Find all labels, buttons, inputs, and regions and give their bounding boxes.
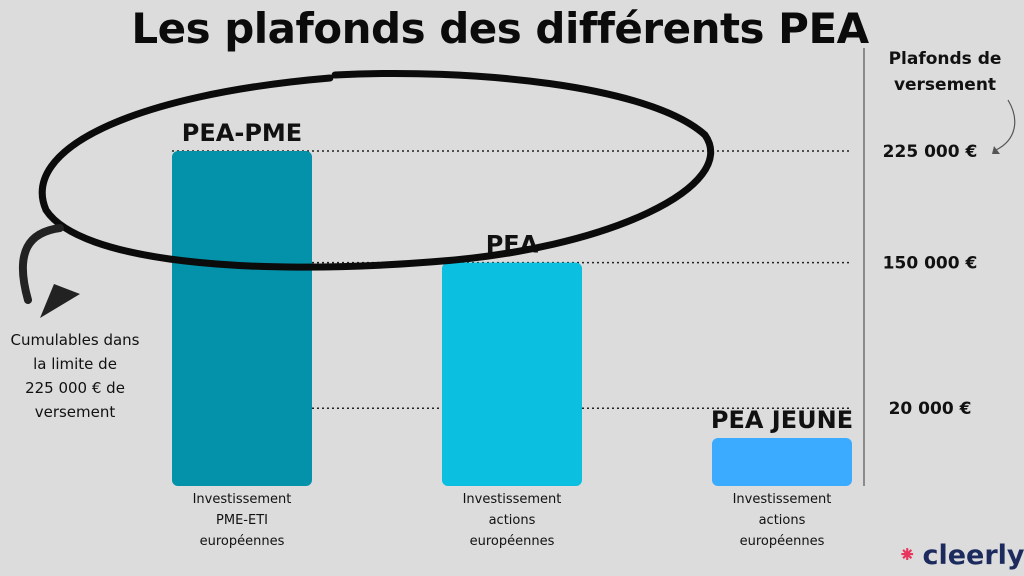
cumul-note: Cumulables dans la limite de 225 000 € d… — [2, 328, 148, 424]
legend-title-line-2: versement — [893, 75, 997, 95]
legend-title: Plafonds de versement — [870, 46, 1020, 98]
bar-label: PEA-PME — [182, 119, 302, 147]
cap-label: 20 000 € — [889, 399, 972, 419]
chart-title: Les plafonds des différents PEA — [131, 4, 869, 53]
category-description-line: Investissement — [463, 492, 562, 507]
note-arrow-icon — [18, 224, 64, 304]
category-description-line: PME-ETI — [216, 513, 268, 528]
legend-title-line-1: Plafonds de — [888, 49, 1002, 69]
cap-label: 225 000 € — [883, 142, 978, 162]
legend-arrowhead-icon — [992, 146, 1000, 154]
brand-mark-icon: ⁕ — [898, 543, 917, 568]
category-description-line: actions — [759, 513, 806, 528]
category-description-line: Investissement — [733, 492, 832, 507]
bar — [442, 262, 582, 486]
cap-label: 150 000 € — [883, 254, 978, 274]
bar-label: PEA JEUNE — [711, 406, 853, 434]
category-description-line: européennes — [470, 534, 555, 549]
category-description-line: européennes — [200, 534, 285, 549]
note-line-3: 225 000 € de — [25, 379, 125, 397]
bar — [712, 438, 852, 486]
note-line-4: versement — [34, 403, 116, 421]
category-description-line: Investissement — [193, 492, 292, 507]
legend-arrow-icon — [995, 99, 1016, 151]
note-arrowhead-icon — [40, 284, 80, 318]
circle-annotation — [38, 70, 715, 271]
note-line-1: Cumulables dans — [10, 331, 140, 349]
brand-logo: ⁕ cleerly — [898, 540, 1024, 571]
category-description-line: européennes — [740, 534, 825, 549]
brand-name: cleerly — [922, 540, 1024, 571]
category-descriptions: Investissement PME-ETI européennes Investis… — [193, 492, 832, 549]
bar — [172, 151, 312, 486]
category-description-line: actions — [489, 513, 536, 528]
note-line-2: la limite de — [33, 355, 117, 373]
